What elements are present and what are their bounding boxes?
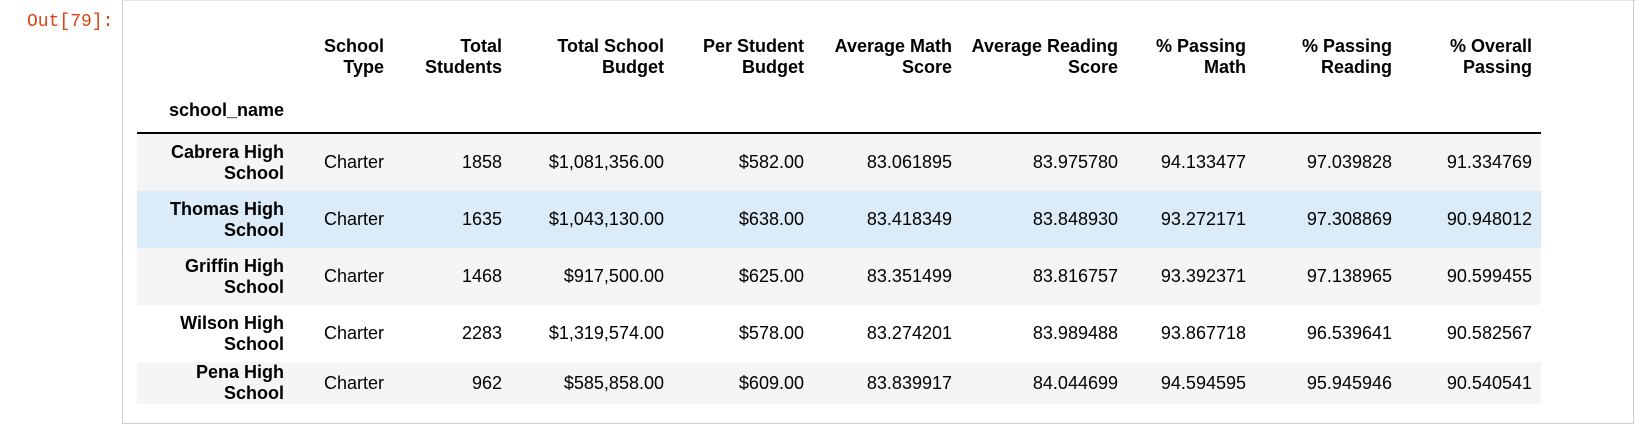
- table-row: Griffin High School Charter 1468 $917,500…: [137, 248, 1541, 305]
- output-area-border: [122, 0, 1634, 424]
- table-cell: 1858: [461, 152, 502, 172]
- table-row-hovered: Thomas High School Charter 1635 $1,043,13…: [137, 191, 1541, 248]
- table-cell: 83.816757: [1032, 266, 1118, 286]
- row-index-label: Wilson High School: [180, 312, 284, 354]
- index-name-row: school_name: [137, 81, 1541, 133]
- table-cell: 91.334769: [1446, 152, 1532, 172]
- table-cell: Charter: [323, 323, 384, 343]
- table-cell: 93.867718: [1160, 323, 1246, 343]
- table-cell: 83.989488: [1032, 323, 1118, 343]
- row-index-label: Cabrera High School: [170, 141, 284, 183]
- index-header-blank: [137, 0, 293, 81]
- column-header-average-math-score: Average Math Score: [834, 36, 952, 77]
- table-cell: $582.00: [738, 152, 804, 172]
- table-cell: 90.540541: [1446, 372, 1532, 393]
- column-header-school-type: School Type: [323, 36, 384, 77]
- table-cell: $585,858.00: [563, 372, 664, 393]
- table-cell: $578.00: [738, 323, 804, 343]
- column-header-per-student-budget: Per Student Budget: [702, 36, 804, 77]
- column-header-passing-math: % Passing Math: [1155, 36, 1246, 77]
- table-cell: 962: [471, 372, 502, 393]
- table-cell: 1468: [461, 266, 502, 286]
- table-cell: 90.582567: [1446, 323, 1532, 343]
- table-cell: Charter: [323, 266, 384, 286]
- table-row: Pena High School Charter 962 $585,858.00…: [137, 362, 1541, 404]
- dataframe-table: School Type Total Students Total School Bud…: [137, 0, 1541, 404]
- row-index-label: Pena High School: [195, 362, 284, 403]
- table-cell: 83.061895: [866, 152, 952, 172]
- table-cell: 2283: [461, 323, 502, 343]
- table-cell: 94.133477: [1160, 152, 1246, 172]
- output-top-divider: [122, 0, 1636, 1]
- table-cell: 95.945946: [1306, 372, 1392, 393]
- row-index-label: Griffin High School: [185, 255, 284, 297]
- table-cell: Charter: [323, 152, 384, 172]
- table-cell: $609.00: [738, 372, 804, 393]
- table-cell: 97.308869: [1306, 209, 1392, 229]
- table-cell: 83.351499: [866, 266, 952, 286]
- table-cell: 83.418349: [866, 209, 952, 229]
- table-cell: 90.948012: [1446, 209, 1532, 229]
- table-cell: $917,500.00: [563, 266, 664, 286]
- table-cell: 96.539641: [1306, 323, 1392, 343]
- table-cell: $1,043,130.00: [548, 209, 664, 229]
- table-cell: 83.975780: [1032, 152, 1118, 172]
- column-header-average-reading-score: Average Reading Score: [971, 36, 1118, 77]
- table-cell: $638.00: [738, 209, 804, 229]
- table-cell: 94.594595: [1160, 372, 1246, 393]
- table-cell: 93.392371: [1160, 266, 1246, 286]
- table-cell: Charter: [323, 372, 384, 393]
- table-cell: $625.00: [738, 266, 804, 286]
- table-cell: 1635: [461, 209, 502, 229]
- table-cell: $1,081,356.00: [548, 152, 664, 172]
- table-row: Wilson High School Charter 2283 $1,319,57…: [137, 305, 1541, 362]
- column-header-passing-reading: % Passing Reading: [1301, 36, 1392, 77]
- table-cell: 97.138965: [1306, 266, 1392, 286]
- table-cell: 83.839917: [866, 372, 952, 393]
- column-header-total-school-budget: Total School Budget: [557, 36, 664, 77]
- table-cell: 83.274201: [866, 323, 952, 343]
- table-cell: 84.044699: [1032, 372, 1118, 393]
- column-header-overall-passing: % Overall Passing: [1449, 36, 1532, 77]
- index-name-header: school_name: [168, 100, 284, 120]
- output-prompt: Out[79]:: [27, 12, 114, 32]
- table-cell: 83.848930: [1032, 209, 1118, 229]
- table-cell: $1,319,574.00: [548, 323, 664, 343]
- table-row: Cabrera High School Charter 1858 $1,081,3…: [137, 133, 1541, 191]
- table-cell: 97.039828: [1306, 152, 1392, 172]
- table-cell: 90.599455: [1446, 266, 1532, 286]
- column-header-row: School Type Total Students Total School Bud…: [137, 0, 1541, 81]
- column-header-total-students: Total Students: [424, 36, 502, 77]
- table-cell: 93.272171: [1160, 209, 1246, 229]
- row-index-label: Thomas High School: [169, 198, 284, 240]
- table-cell: Charter: [323, 209, 384, 229]
